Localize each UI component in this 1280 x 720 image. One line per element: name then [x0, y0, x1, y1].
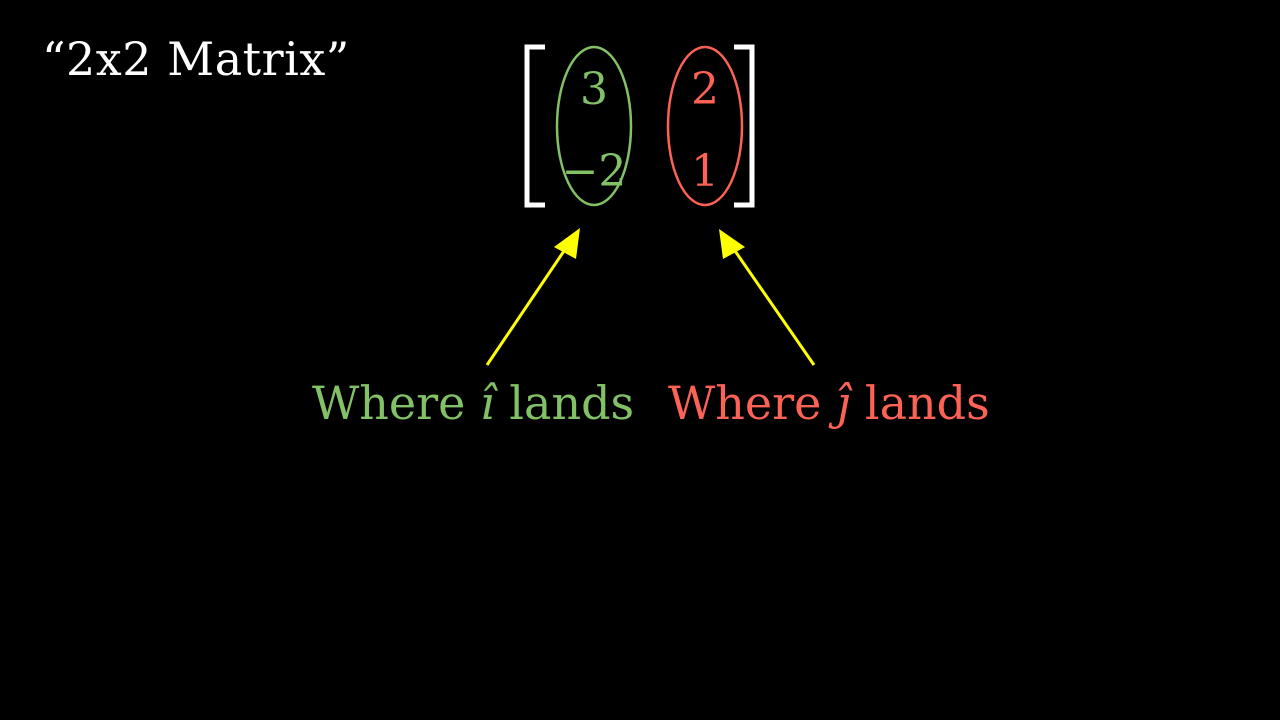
i-hat-label-suffix: lands [494, 376, 635, 430]
title: “2x2 Matrix” [42, 32, 350, 86]
matrix-entry-a11: 3 [580, 64, 608, 115]
arrow-to-column2 [719, 229, 816, 366]
i-hat-symbol: î [479, 376, 495, 430]
j-hat-label-prefix: Where [668, 376, 836, 430]
column1-ellipse [555, 45, 633, 207]
j-hat-symbol: ĵ [835, 376, 851, 430]
left-bracket [524, 44, 545, 208]
matrix-entry-a22: 1 [691, 146, 719, 197]
column2-ellipse [666, 45, 744, 207]
j-hat-label-suffix: lands [850, 376, 990, 430]
matrix-entry-a12: 2 [691, 64, 719, 115]
matrix-entry-a21: −2 [562, 146, 627, 197]
j-hat-label: Where ĵ lands [668, 380, 990, 426]
arrow-to-column1 [485, 228, 580, 366]
i-hat-label-prefix: Where [312, 376, 480, 430]
right-bracket [734, 44, 755, 208]
i-hat-label: Where î lands [312, 380, 634, 426]
